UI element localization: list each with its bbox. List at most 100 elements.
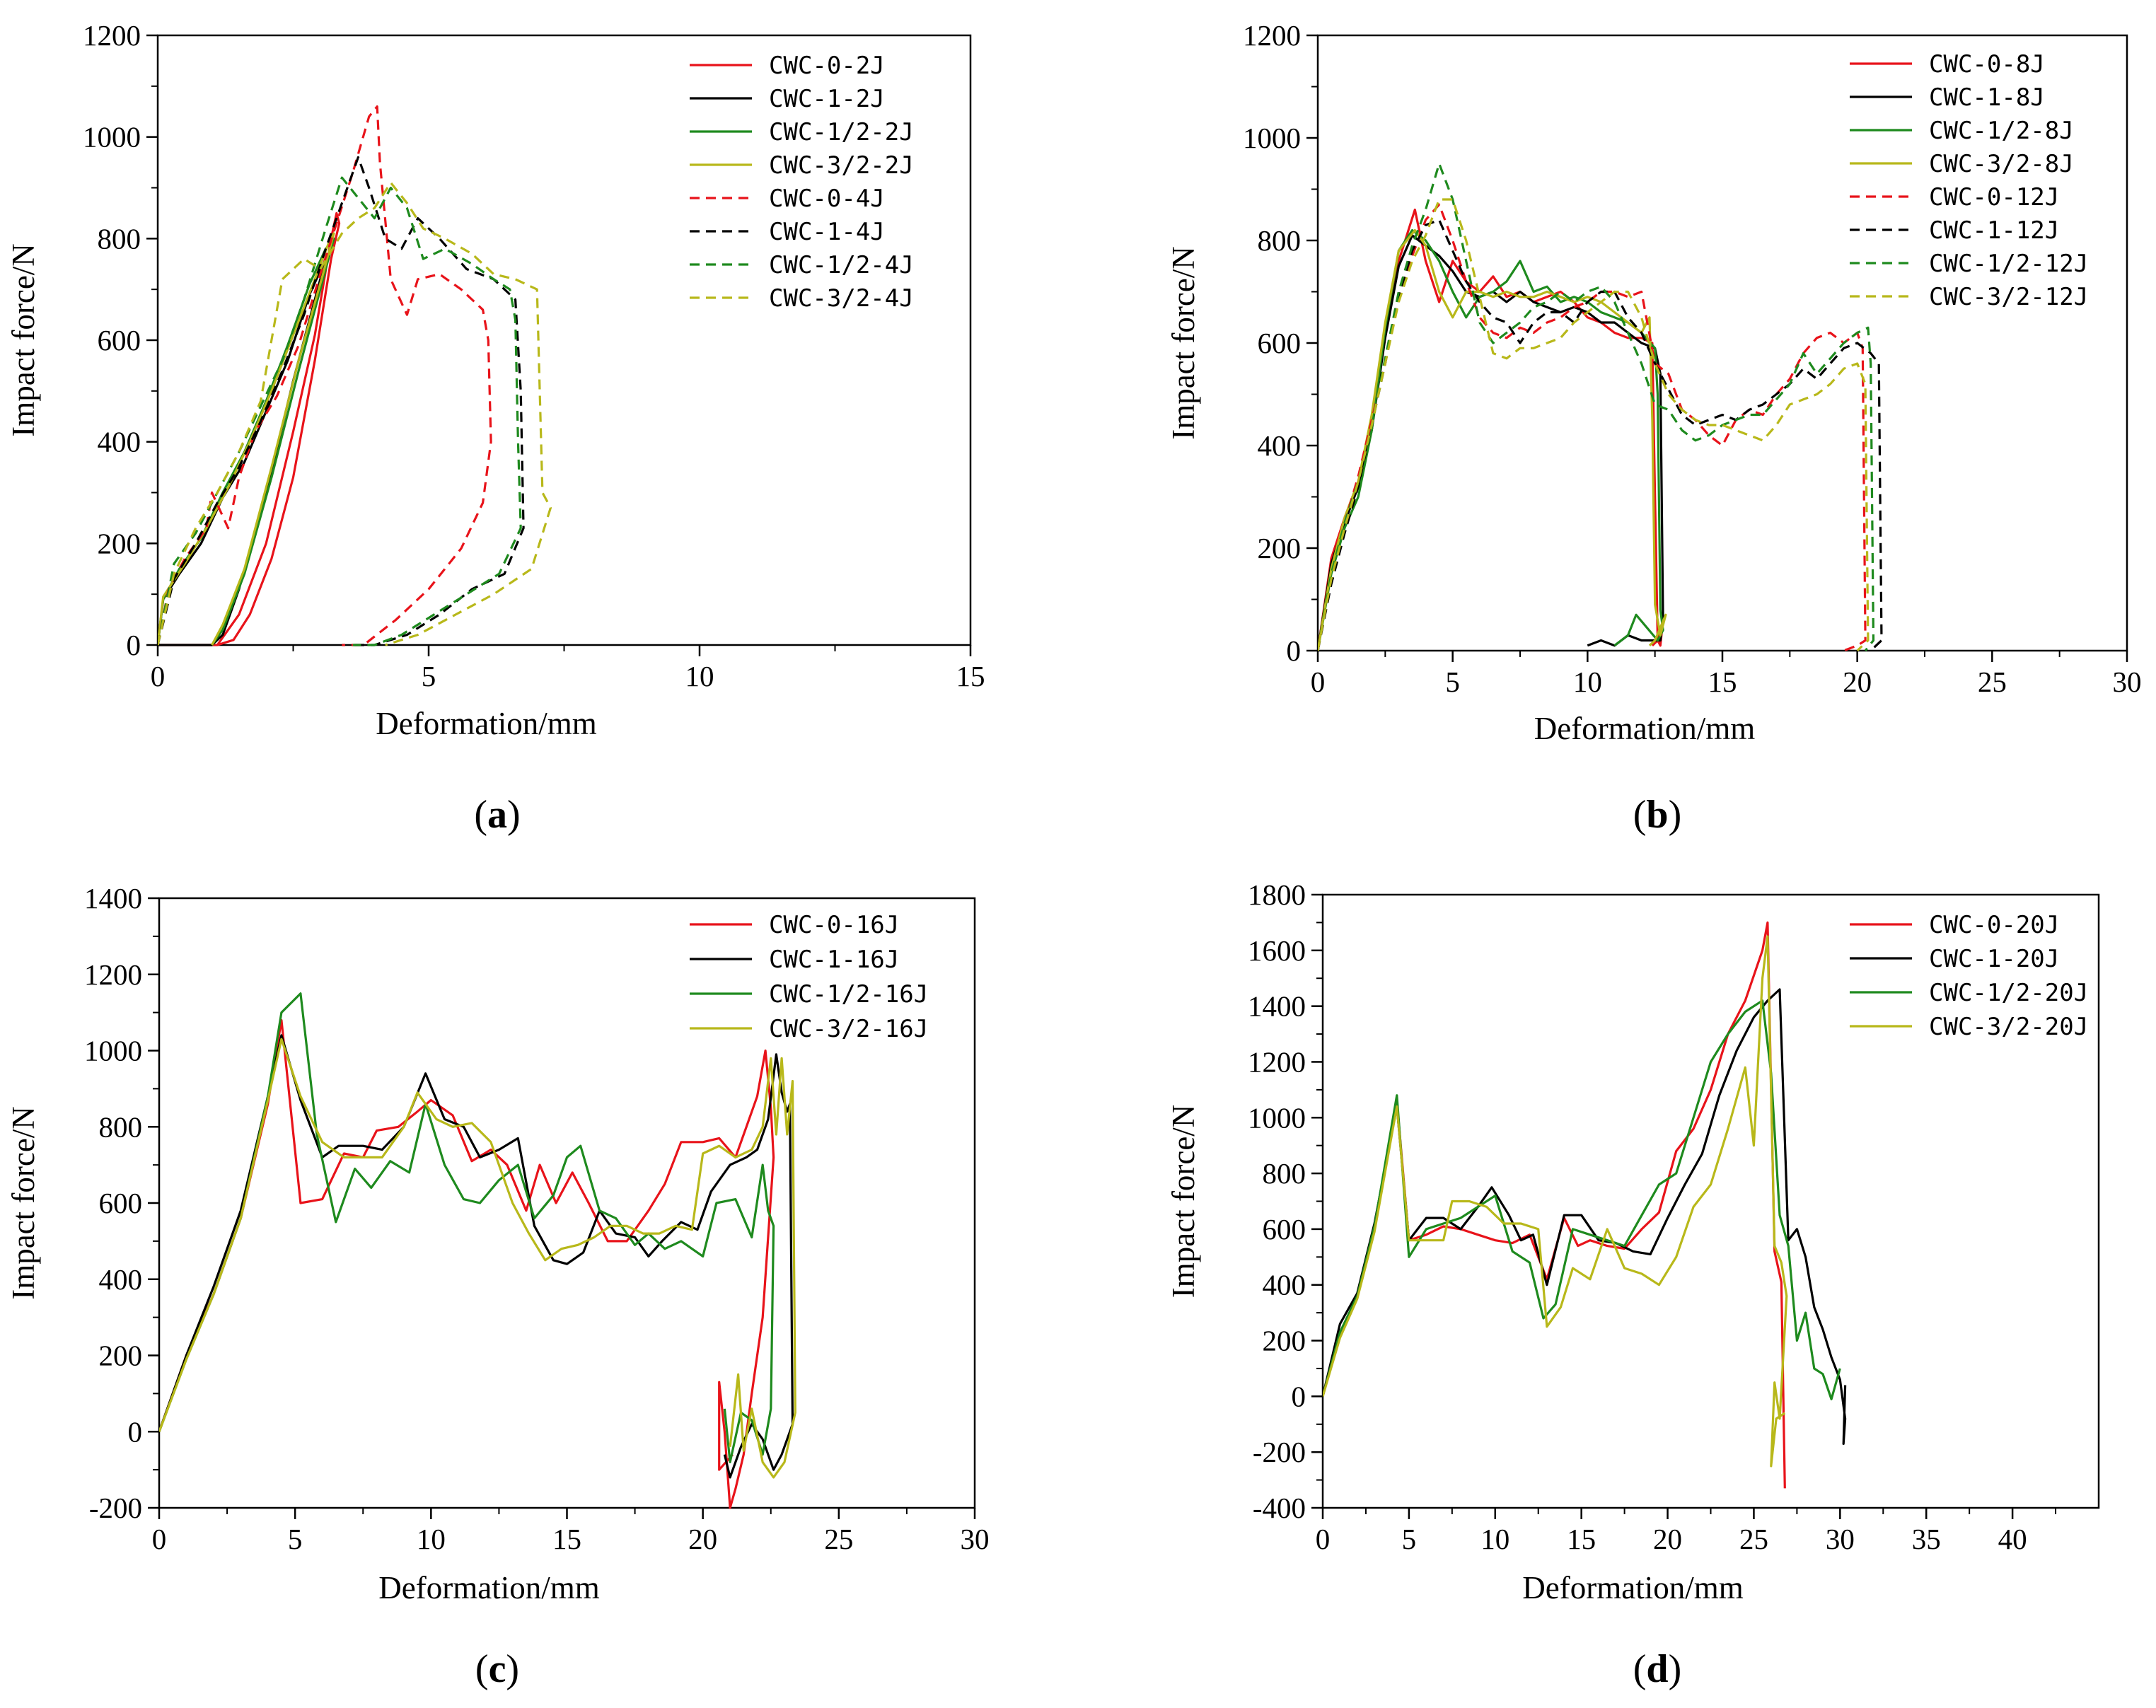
chart-b-y-tick-label: 1000 (1243, 122, 1301, 154)
chart-d-y-tick-label: 1600 (1248, 934, 1306, 967)
legend-label-cwc-3-2-20j: CWC-3/2-20J (1929, 1013, 2088, 1041)
chart-c-y-tick-label: 0 (128, 1415, 143, 1448)
chart-c-x-tick-label: 25 (824, 1523, 853, 1555)
legend-label-cwc-1-2-2j: CWC-1/2-2J (769, 118, 914, 146)
chart-c-x-tick-label: 20 (688, 1523, 717, 1555)
chart-a-x-tick-label: 0 (151, 660, 166, 692)
chart-a-y-tick-label: 600 (98, 324, 141, 356)
legend-label-cwc-0-4j: CWC-0-4J (769, 185, 885, 213)
panel-caption-open: ( (475, 1647, 489, 1691)
legend-label-cwc-1-12j: CWC-1-12J (1929, 216, 2059, 245)
chart-d-y-axis-title: Impact force/N (1166, 1105, 1201, 1299)
series-line-cwc-3-2-8j (1318, 228, 1667, 651)
chart-b-y-tick-label: 1200 (1243, 19, 1301, 52)
panel-caption-letter: b (1646, 793, 1668, 837)
chart-c-x-tick-label: 0 (152, 1523, 167, 1555)
chart-c-x-tick-label: 30 (961, 1523, 990, 1555)
chart-c-y-tick-label: -200 (89, 1492, 142, 1524)
chart-c-y-tick-label: 1400 (84, 882, 142, 914)
series-line-cwc-1-12j (1318, 219, 1883, 652)
chart-d-x-tick-label: 5 (1402, 1523, 1417, 1555)
chart-d-y-tick-label: -400 (1253, 1492, 1306, 1524)
panel-caption-close: ) (1669, 793, 1682, 837)
series-line-cwc-1-20j (1323, 988, 1847, 1445)
chart-b-x-tick-label: 10 (1573, 666, 1602, 698)
chart-c-y-axis-title: Impact force/N (6, 1106, 41, 1300)
legend-label-cwc-1-2-8j: CWC-1/2-8J (1929, 117, 2074, 145)
chart-d-y-tick-label: -200 (1253, 1436, 1306, 1468)
chart-a-x-tick-label: 10 (685, 660, 714, 692)
chart-b-x-tick-label: 15 (1708, 666, 1737, 698)
series-line-cwc-3-2-20j (1323, 935, 1788, 1468)
legend-label-cwc-3-2-8j: CWC-3/2-8J (1929, 150, 2074, 178)
chart-panel-c: 0 5 10 15 20 25 30 -200 0 200 400 600 800 1000 1200 140… (6, 882, 990, 1691)
series-line-cwc-1-2j (158, 248, 332, 646)
panel-caption-letter: a (487, 793, 507, 837)
chart-b-x-tick-label: 30 (2113, 666, 2142, 698)
chart-a-y-tick-label: 200 (98, 527, 141, 559)
series-line-cwc-0-20j (1323, 921, 1786, 1489)
chart-b-x-tick-label: 20 (1843, 666, 1872, 698)
chart-c-series-group (159, 992, 796, 1509)
chart-d-y-tick-label: 800 (1263, 1157, 1306, 1190)
chart-a-y-tick-label: 1000 (83, 121, 141, 153)
chart-c-y-tick-label: 200 (99, 1340, 143, 1372)
chart-d-y-tick-label: 1800 (1248, 878, 1306, 911)
chart-d-x-axis-title: Deformation/mm (1522, 1570, 1743, 1605)
chart-c-y-tick-label: 1200 (84, 958, 142, 991)
chart-b-y-axis-title: Impact force/N (1166, 246, 1201, 440)
series-line-cwc-1-2-12j (1318, 162, 1875, 651)
chart-a-x-tick-label: 15 (956, 660, 985, 692)
legend-label-cwc-0-20j: CWC-0-20J (1929, 911, 2059, 939)
panel-caption-open: ( (474, 793, 487, 837)
panel-caption-d: (d) (1633, 1647, 1681, 1691)
chart-b-x-tick-label: 5 (1445, 666, 1460, 698)
legend-label-cwc-1-2-16j: CWC-1/2-16J (769, 980, 928, 1009)
chart-c-x-axis-title: Deformation/mm (378, 1570, 599, 1605)
chart-d-y-tick-label: 400 (1263, 1269, 1306, 1301)
chart-d-y-tick-label: 0 (1292, 1380, 1306, 1412)
chart-a-y-tick-label: 1200 (83, 19, 141, 52)
legend-label-cwc-3-2-12j: CWC-3/2-12J (1929, 283, 2088, 311)
chart-c-x-tick-label: 15 (552, 1523, 581, 1555)
chart-d-x-tick-label: 20 (1653, 1523, 1682, 1555)
chart-d-x-tick-label: 25 (1739, 1523, 1768, 1555)
chart-c-y-tick-label: 600 (99, 1187, 143, 1219)
chart-b-y-tick-label: 0 (1287, 634, 1302, 667)
chart-a-x-tick-label: 5 (422, 660, 436, 692)
chart-a-series-group (158, 105, 552, 646)
legend-label-cwc-3-2-2j: CWC-3/2-2J (769, 151, 914, 180)
legend-label-cwc-3-2-4j: CWC-3/2-4J (769, 284, 914, 313)
series-line-cwc-0-16j (159, 1018, 775, 1509)
series-line-cwc-3-2-12j (1318, 198, 1870, 652)
chart-b-series-group (1318, 162, 1883, 652)
chart-d-x-tick-label: 0 (1316, 1523, 1331, 1555)
chart-c-y-tick-label: 800 (99, 1110, 143, 1143)
chart-b-y-tick-label: 800 (1258, 224, 1302, 257)
legend-label-cwc-3-2-16j: CWC-3/2-16J (769, 1015, 928, 1043)
legend-label-cwc-0-2j: CWC-0-2J (769, 52, 885, 80)
chart-panel-a: 0 5 10 15 0 200 400 600 800 1000 1200 Deformation/m… (6, 19, 985, 837)
chart-c-y-tick-label: 1000 (84, 1035, 142, 1067)
chart-b-y-tick-label: 600 (1258, 327, 1302, 359)
panel-caption-letter: c (489, 1647, 506, 1691)
chart-d-series-group (1323, 921, 1847, 1489)
panel-caption-close: ) (506, 1647, 519, 1691)
chart-d-x-tick-label: 30 (1826, 1523, 1855, 1555)
panel-caption-letter: d (1646, 1647, 1668, 1691)
chart-b-x-tick-label: 0 (1311, 666, 1326, 698)
legend-label-cwc-1-16j: CWC-1-16J (769, 946, 899, 974)
legend-label-cwc-0-12j: CWC-0-12J (1929, 183, 2059, 211)
chart-a-y-tick-label: 0 (127, 629, 141, 661)
legend-label-cwc-1-20j: CWC-1-20J (1929, 945, 2059, 973)
chart-a-y-axis-title: Impact force/N (6, 243, 41, 437)
series-line-cwc-3-2-2j (158, 232, 335, 646)
chart-d-x-tick-label: 15 (1567, 1523, 1596, 1555)
series-line-cwc-3-2-16j (159, 1038, 796, 1479)
chart-a-y-tick-label: 800 (98, 222, 141, 255)
series-line-cwc-1-2-16j (159, 992, 775, 1463)
series-line-cwc-0-4j (158, 105, 492, 646)
legend-label-cwc-1-2-20j: CWC-1/2-20J (1929, 979, 2088, 1007)
chart-d-y-tick-label: 1000 (1248, 1101, 1306, 1134)
